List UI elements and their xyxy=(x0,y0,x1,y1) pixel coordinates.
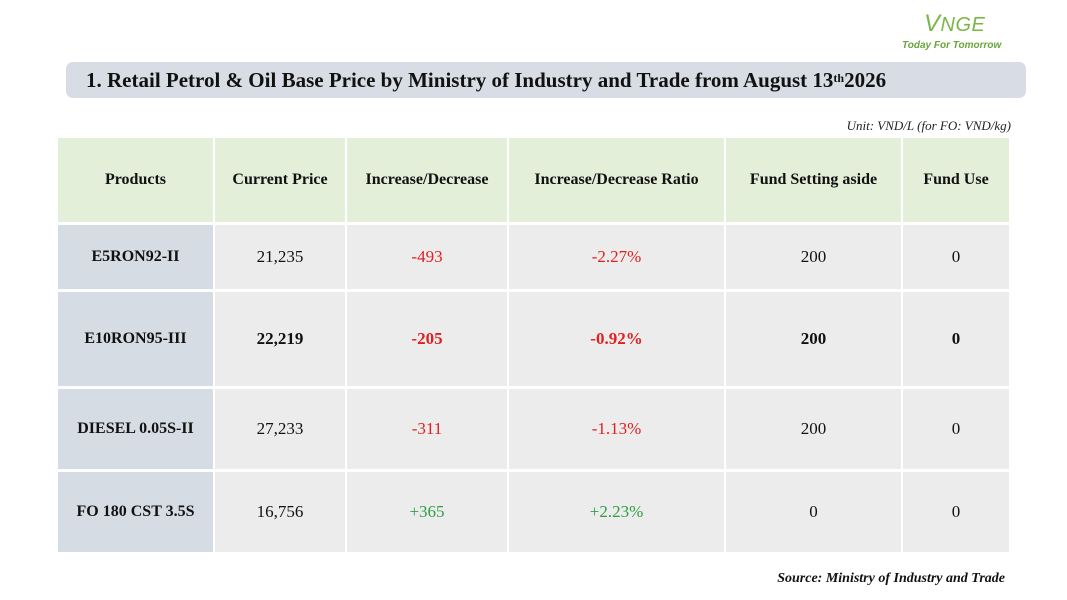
header-products: Products xyxy=(58,138,215,225)
product-name: FO 180 CST 3.5S xyxy=(58,472,215,552)
product-name: E10RON95-III xyxy=(58,292,215,389)
price-change-ratio: +2.23% xyxy=(509,472,726,552)
price-change: +365 xyxy=(347,472,509,552)
table-header-row: Products Current Price Increase/Decrease… xyxy=(58,138,1009,225)
current-price: 27,233 xyxy=(215,389,347,472)
current-price: 21,235 xyxy=(215,225,347,292)
fund-use: 0 xyxy=(903,389,1009,472)
product-name: DIESEL 0.05S-II xyxy=(58,389,215,472)
price-change: -205 xyxy=(347,292,509,389)
price-change: -311 xyxy=(347,389,509,472)
price-table: Products Current Price Increase/Decrease… xyxy=(58,138,1009,552)
table-row: FO 180 CST 3.5S 16,756 +365 +2.23% 0 0 xyxy=(58,472,1009,552)
table-row: E10RON95-III 22,219 -205 -0.92% 200 0 xyxy=(58,292,1009,389)
source-note: Source: Ministry of Industry and Trade xyxy=(777,571,1005,586)
fund-use: 0 xyxy=(903,472,1009,552)
logo-mark: VNGE xyxy=(924,10,986,37)
title-year: 2026 xyxy=(844,67,887,92)
fund-use: 0 xyxy=(903,292,1009,389)
current-price: 16,756 xyxy=(215,472,347,552)
header-increase-decrease: Increase/Decrease xyxy=(347,138,509,225)
current-price: 22,219 xyxy=(215,292,347,389)
fund-setting-aside: 200 xyxy=(726,389,903,472)
page-title: 1. Retail Petrol & Oil Base Price by Min… xyxy=(66,62,1026,98)
table-row: E5RON92-II 21,235 -493 -2.27% 200 0 xyxy=(58,225,1009,292)
title-text: 1. Retail Petrol & Oil Base Price by Min… xyxy=(86,67,834,92)
price-change-ratio: -0.92% xyxy=(509,292,726,389)
vnge-logo: VNGE Today For Tomorrow xyxy=(896,6,1006,54)
header-current-price: Current Price xyxy=(215,138,347,225)
fund-setting-aside: 200 xyxy=(726,292,903,389)
fund-use: 0 xyxy=(903,225,1009,292)
header-fund-setting-aside: Fund Setting aside xyxy=(726,138,903,225)
price-change-ratio: -2.27% xyxy=(509,225,726,292)
price-change: -493 xyxy=(347,225,509,292)
header-increase-decrease-ratio: Increase/Decrease Ratio xyxy=(509,138,726,225)
title-superscript: th xyxy=(833,70,845,85)
logo-tagline: Today For Tomorrow xyxy=(902,40,1002,51)
header-fund-use: Fund Use xyxy=(903,138,1009,225)
fund-setting-aside: 0 xyxy=(726,472,903,552)
price-change-ratio: -1.13% xyxy=(509,389,726,472)
fund-setting-aside: 200 xyxy=(726,225,903,292)
table-row: DIESEL 0.05S-II 27,233 -311 -1.13% 200 0 xyxy=(58,389,1009,472)
product-name: E5RON92-II xyxy=(58,225,215,292)
unit-note: Unit: VND/L (for FO: VND/kg) xyxy=(846,118,1011,133)
